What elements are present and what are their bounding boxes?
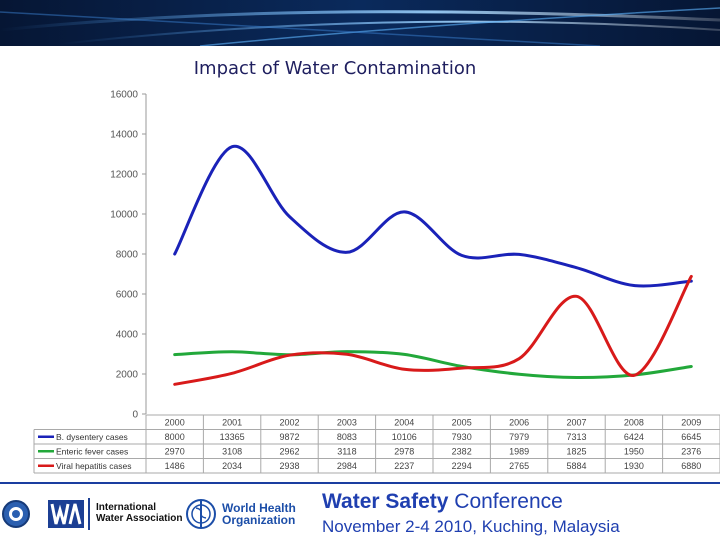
x-category-label: 2007	[566, 418, 586, 428]
x-category-label: 2002	[279, 418, 299, 428]
who-emblem-icon	[186, 499, 216, 529]
conference-dates: November 2-4 2010, Kuching, Malaysia	[322, 517, 620, 536]
line-chart: 0 2000 4000 6000 8000 10000 12000 14000 16000 20…	[33, 90, 720, 474]
x-category-label: 2009	[681, 418, 701, 428]
x-category-label: 2006	[509, 418, 529, 428]
data-label: 2962	[279, 446, 299, 456]
who-name-line2: Organization	[222, 513, 296, 527]
x-category-label: 2008	[624, 418, 644, 428]
iwa-name-line1: International	[96, 502, 157, 513]
data-label: 2984	[337, 461, 357, 471]
data-label: 2376	[681, 446, 701, 456]
data-label: 2382	[452, 446, 472, 456]
y-tick-label: 8000	[116, 250, 139, 261]
data-label: 1825	[566, 446, 586, 456]
y-tick-label: 6000	[116, 290, 139, 301]
banner-light-streaks	[0, 0, 720, 46]
y-tick-label: 14000	[110, 130, 138, 141]
x-category-label: 2001	[222, 418, 242, 428]
data-label: 7930	[452, 432, 472, 442]
y-tick-label: 12000	[110, 170, 138, 181]
data-label: 2970	[165, 446, 185, 456]
y-tick-label: 16000	[110, 90, 138, 101]
y-tick-label: 0	[132, 410, 138, 421]
data-label: 10106	[392, 432, 417, 442]
data-label: 2237	[394, 461, 414, 471]
data-label: 9872	[279, 432, 299, 442]
chart-title: Impact of Water Contamination	[193, 58, 477, 79]
data-label: 2765	[509, 461, 529, 471]
data-label: 1486	[165, 461, 185, 471]
footer-divider	[0, 482, 720, 484]
series-line-0	[173, 145, 693, 288]
data-label: 7979	[509, 432, 529, 442]
header-banner	[0, 0, 720, 46]
series-lines	[173, 145, 693, 386]
legend-label: B. dysentery cases	[56, 432, 128, 442]
iwa-name-line2: Water Association	[96, 513, 183, 524]
data-label: 13365	[220, 432, 245, 442]
data-label: 2294	[452, 461, 472, 471]
footer-logos	[2, 498, 216, 530]
data-label: 2978	[394, 446, 414, 456]
data-label: 8000	[165, 432, 185, 442]
x-category-label: 2000	[165, 418, 185, 428]
data-table: 2000 2001 2002 2003 2004 2005 2006 2007 2008 2009…	[33, 414, 720, 474]
data-label: 6645	[681, 432, 701, 442]
data-label: 3108	[222, 446, 242, 456]
x-category-label: 2003	[337, 418, 357, 428]
y-tick-label: 10000	[110, 210, 138, 221]
data-label: 6880	[681, 461, 701, 471]
series-line-2	[173, 274, 693, 386]
data-label: 8083	[337, 432, 357, 442]
x-category-label: 2005	[452, 418, 472, 428]
conference-title-rest: Conference	[448, 490, 563, 513]
x-category-label: 2004	[394, 418, 414, 428]
data-label: 5884	[566, 461, 586, 471]
legend-label: Viral hepatitis cases	[56, 461, 131, 471]
data-label: 2034	[222, 461, 242, 471]
conference-title-bold: Water Safety	[322, 490, 449, 513]
y-axis: 0 2000 4000 6000 8000 10000 12000 14000 16000	[110, 90, 147, 421]
iwa-logo-wordmark: International Water Association	[96, 502, 183, 524]
legend-label: Enteric fever cases	[56, 446, 128, 456]
data-label: 7313	[566, 432, 586, 442]
data-label: 3118	[337, 446, 356, 456]
data-label: 1950	[624, 446, 644, 456]
data-label: 1989	[509, 446, 529, 456]
organizer-seal-icon	[2, 500, 30, 528]
y-tick-label: 4000	[116, 330, 139, 341]
who-logo-wordmark: World Health Organization	[222, 502, 296, 526]
data-label: 2938	[279, 461, 299, 471]
y-tick-label: 2000	[116, 370, 139, 381]
iwa-logo-icon	[48, 498, 90, 530]
series-line-1	[173, 350, 693, 380]
who-name-line1: World Health	[222, 501, 296, 515]
data-label: 6424	[624, 432, 644, 442]
data-label: 1930	[624, 461, 644, 471]
conference-title: Water Safety Conference	[322, 490, 563, 514]
